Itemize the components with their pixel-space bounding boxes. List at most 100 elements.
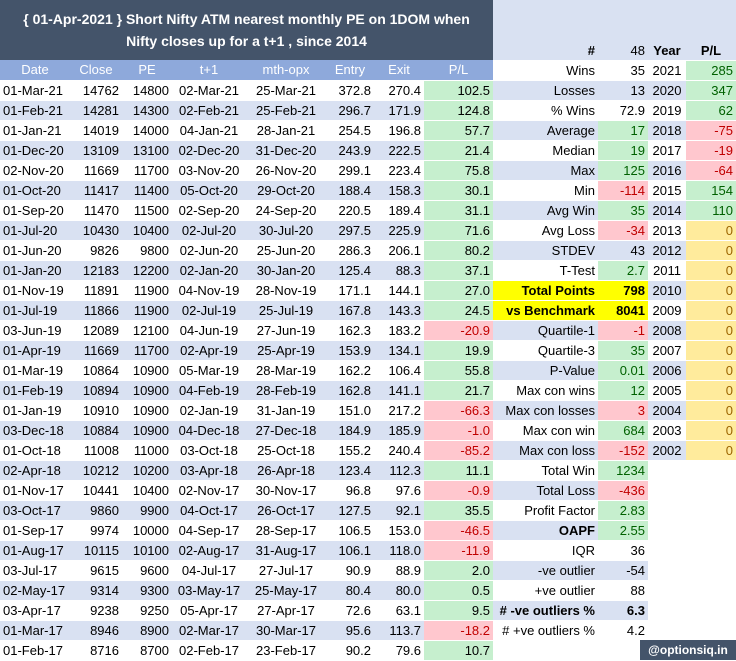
stat-label: vs Benchmark [493, 300, 598, 321]
trade-cell-close: 11008 [70, 440, 122, 461]
year-label [648, 460, 686, 481]
stats-row: T-Test 2.7 2011 0 [493, 260, 736, 281]
stat-label: # -ve outliers % [493, 600, 598, 621]
trade-cell-exit: 206.1 [374, 240, 424, 261]
year-pl [686, 500, 736, 521]
col-header-t1: t+1 [172, 60, 246, 81]
trade-cell-close: 14762 [70, 80, 122, 101]
trade-cell-entry: 167.8 [326, 300, 374, 321]
year-label: 2016 [648, 160, 686, 181]
trade-row: 03-Jul-17 9615 9600 04-Jul-17 27-Jul-17 90.9 8… [0, 560, 493, 581]
trade-cell-pl: 21.4 [424, 140, 493, 161]
stats-row: -ve outlier -54 [493, 560, 736, 581]
stat-value: 4.2 [598, 620, 648, 641]
stat-label: Max [493, 160, 598, 181]
trade-cell-date: 01-Jan-20 [0, 260, 70, 281]
year-pl: 0 [686, 420, 736, 441]
trade-cell-exit: 196.8 [374, 120, 424, 141]
trade-cell-pe: 11400 [122, 180, 172, 201]
stat-value: 17 [598, 120, 648, 141]
trade-cell-entry: 286.3 [326, 240, 374, 261]
trade-cell-mth-opx: 25-Jun-20 [246, 240, 326, 261]
year-label [648, 520, 686, 541]
year-label: 2004 [648, 400, 686, 421]
trade-cell-pl: 21.7 [424, 380, 493, 401]
trade-row: 01-Jul-19 11866 11900 02-Jul-19 25-Jul-19 167… [0, 300, 493, 321]
trade-cell-close: 8946 [70, 620, 122, 641]
trade-cell-pe: 9250 [122, 600, 172, 621]
col-header-date: Date [0, 60, 70, 81]
trade-cell-pl: -66.3 [424, 400, 493, 421]
trade-row: 01-Mar-19 10864 10900 05-Mar-19 28-Mar-19 162… [0, 360, 493, 381]
trade-cell-entry: 106.1 [326, 540, 374, 561]
trade-cell-t1: 02-Feb-21 [172, 100, 246, 121]
trade-cell-close: 10115 [70, 540, 122, 561]
stat-label: Wins [493, 60, 598, 81]
stat-value: -436 [598, 480, 648, 501]
trade-cell-close: 9826 [70, 240, 122, 261]
trade-cell-mth-opx: 27-Apr-17 [246, 600, 326, 621]
stat-label: Avg Win [493, 200, 598, 221]
trade-cell-pe: 8700 [122, 640, 172, 661]
year-pl [686, 540, 736, 561]
trade-cell-close: 10212 [70, 460, 122, 481]
stat-label: STDEV [493, 240, 598, 261]
trade-cell-close: 14019 [70, 120, 122, 141]
trade-cell-entry: 80.4 [326, 580, 374, 601]
year-label: 2013 [648, 220, 686, 241]
trade-cell-mth-opx: 27-Jun-19 [246, 320, 326, 341]
trade-cell-t1: 02-Jan-20 [172, 260, 246, 281]
trade-cell-mth-opx: 25-Jul-19 [246, 300, 326, 321]
title-line-2: Nifty closes up for a t+1 , since 2014 [126, 33, 367, 49]
year-label: 2010 [648, 280, 686, 301]
trade-cell-pl: 9.5 [424, 600, 493, 621]
trade-cell-date: 03-Jul-17 [0, 560, 70, 581]
trade-cell-close: 8716 [70, 640, 122, 661]
trade-cell-entry: 162.3 [326, 320, 374, 341]
year-label: 2009 [648, 300, 686, 321]
trade-cell-t1: 03-Oct-18 [172, 440, 246, 461]
trade-cell-exit: 183.2 [374, 320, 424, 341]
year-pl: -75 [686, 120, 736, 141]
year-pl [686, 520, 736, 541]
trade-cell-pe: 11500 [122, 200, 172, 221]
stat-value: 0.01 [598, 360, 648, 381]
stat-value: -34 [598, 220, 648, 241]
year-label: 2005 [648, 380, 686, 401]
trade-cell-entry: 296.7 [326, 100, 374, 121]
trade-cell-exit: 118.0 [374, 540, 424, 561]
trade-cell-mth-opx: 25-Oct-18 [246, 440, 326, 461]
trade-cell-pe: 11700 [122, 160, 172, 181]
trade-cell-pl: -18.2 [424, 620, 493, 641]
year-pl: 154 [686, 180, 736, 201]
trade-cell-t1: 02-Jul-20 [172, 220, 246, 241]
trade-cell-pe: 10900 [122, 400, 172, 421]
col-header-entry: Entry [326, 60, 374, 81]
stats-row: IQR 36 [493, 540, 736, 561]
year-pl [686, 480, 736, 501]
trade-cell-t1: 02-Mar-21 [172, 80, 246, 101]
trade-cell-pe: 9800 [122, 240, 172, 261]
trade-cell-mth-opx: 29-Oct-20 [246, 180, 326, 201]
trade-cell-entry: 153.9 [326, 340, 374, 361]
trade-cell-mth-opx: 26-Oct-17 [246, 500, 326, 521]
stats-row: Losses 13 2020 347 [493, 80, 736, 101]
stats-row: Avg Win 35 2014 110 [493, 200, 736, 221]
trade-cell-entry: 254.5 [326, 120, 374, 141]
trade-cell-pe: 10200 [122, 460, 172, 481]
trade-cell-mth-opx: 31-Aug-17 [246, 540, 326, 561]
trade-cell-close: 10441 [70, 480, 122, 501]
stat-label: Total Points [493, 280, 598, 301]
stat-value: 13 [598, 80, 648, 101]
trade-cell-t1: 05-Mar-19 [172, 360, 246, 381]
footer-handle: @optionsiq.in [640, 640, 736, 660]
trade-cell-entry: 188.4 [326, 180, 374, 201]
year-label [648, 560, 686, 581]
trade-cell-entry: 299.1 [326, 160, 374, 181]
trade-cell-mth-opx: 28-Mar-19 [246, 360, 326, 381]
trade-cell-entry: 155.2 [326, 440, 374, 461]
trade-cell-pl: 2.0 [424, 560, 493, 581]
trade-cell-exit: 223.4 [374, 160, 424, 181]
trade-cell-entry: 90.9 [326, 560, 374, 581]
stat-value: 35 [598, 340, 648, 361]
